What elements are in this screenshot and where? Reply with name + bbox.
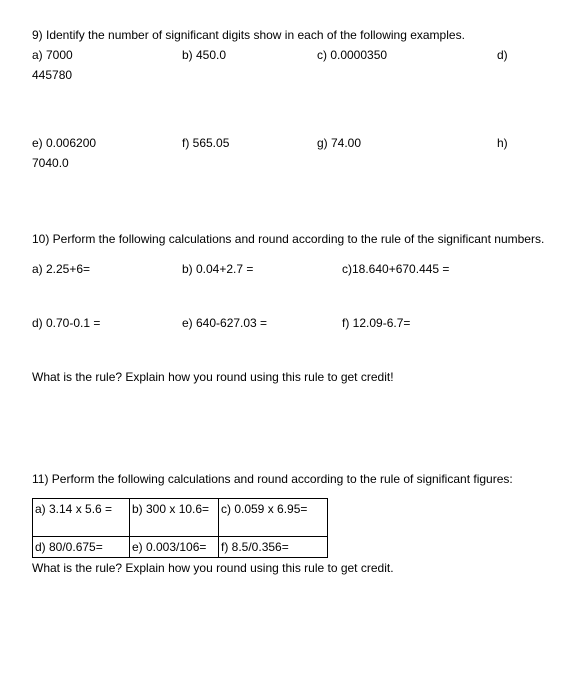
q10-row1: a) 2.25+6= b) 0.04+2.7 = c)18.640+670.44…	[32, 262, 547, 276]
q10-c: c)18.640+670.445 =	[342, 262, 449, 276]
q11-rule: What is the rule? Explain how you round …	[32, 561, 547, 575]
q10-e: e) 640-627.03 =	[182, 316, 342, 330]
q11-e: e) 0.003/106=	[129, 536, 219, 558]
q11-c: c) 0.059 x 6.95=	[218, 498, 328, 537]
q11-row2: d) 80/0.675= e) 0.003/106= f) 8.5/0.356=	[32, 536, 547, 557]
q10-row2: d) 0.70-0.1 = e) 640-627.03 = f) 12.09-6…	[32, 316, 547, 330]
q11-a: a) 3.14 x 5.6 =	[32, 498, 130, 537]
q9-c: c) 0.0000350	[317, 48, 497, 62]
q10-d: d) 0.70-0.1 =	[32, 316, 182, 330]
q11-prompt: 11) Perform the following calculations a…	[32, 472, 547, 486]
q9-g: g) 74.00	[317, 136, 497, 150]
q10-prompt: 10) Perform the following calculations a…	[32, 232, 547, 246]
q9-a: a) 7000	[32, 48, 182, 62]
q11-b: b) 300 x 10.6=	[129, 498, 219, 537]
q9-f: f) 565.05	[182, 136, 317, 150]
q11-f: f) 8.5/0.356=	[218, 536, 328, 558]
worksheet-page: 9) Identify the number of significant di…	[0, 0, 575, 585]
q9-d: d)	[497, 48, 508, 62]
q9-prompt: 9) Identify the number of significant di…	[32, 28, 547, 42]
q9-e: e) 0.006200	[32, 136, 182, 150]
q10-a: a) 2.25+6=	[32, 262, 182, 276]
q10-b: b) 0.04+2.7 =	[182, 262, 342, 276]
q9-row1: a) 7000 b) 450.0 c) 0.0000350 d)	[32, 48, 547, 62]
q10-rule: What is the rule? Explain how you round …	[32, 370, 547, 384]
q9-h: h)	[497, 136, 508, 150]
q9-row2: e) 0.006200 f) 565.05 g) 74.00 h)	[32, 136, 547, 150]
q11-d: d) 80/0.675=	[32, 536, 130, 558]
q9-b: b) 450.0	[182, 48, 317, 62]
q11-row1: a) 3.14 x 5.6 = b) 300 x 10.6= c) 0.059 …	[32, 498, 547, 536]
q9-d-value: 445780	[32, 68, 547, 82]
q10-f: f) 12.09-6.7=	[342, 316, 410, 330]
q9-h-value: 7040.0	[32, 156, 547, 170]
